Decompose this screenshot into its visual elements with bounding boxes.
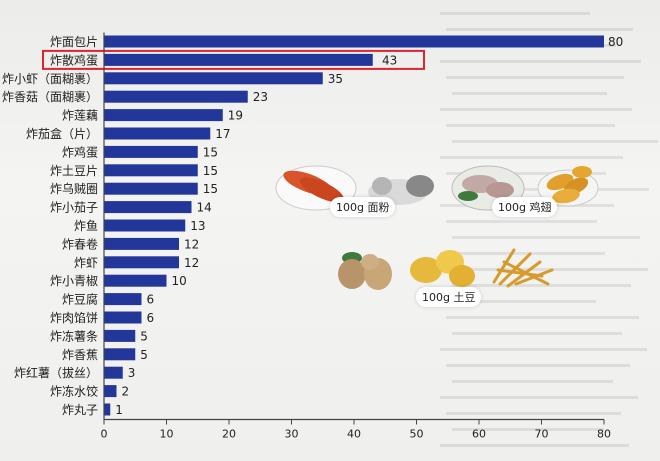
x-tick-label: 80 xyxy=(597,428,611,441)
category-label: 炸虾 xyxy=(74,256,98,270)
category-label: 炸肉馅饼 xyxy=(50,310,98,325)
flour-label: 100g 面粉 xyxy=(330,197,396,217)
highlight-box xyxy=(42,49,425,70)
x-tick-label: 40 xyxy=(347,428,361,441)
value-label: 19 xyxy=(228,109,243,123)
category-label: 炸莲藕 xyxy=(62,109,98,123)
x-tick-label: 50 xyxy=(410,428,424,441)
bar xyxy=(104,237,179,250)
value-label: 15 xyxy=(203,182,218,196)
bar xyxy=(104,53,373,66)
bar xyxy=(104,348,136,361)
category-label: 炸丸子 xyxy=(62,403,98,417)
category-label: 炸茄盒（片） xyxy=(26,126,98,141)
value-label: 12 xyxy=(184,237,199,251)
value-label: 3 xyxy=(128,366,136,380)
chicken-label: 100g 鸡翅 xyxy=(492,197,558,217)
bar xyxy=(104,164,198,177)
category-label: 炸面包片 xyxy=(50,35,98,49)
category-label: 炸香蕉 xyxy=(62,348,98,362)
value-label: 5 xyxy=(140,329,148,343)
category-label: 炸春卷 xyxy=(62,236,98,251)
category-label: 炸散鸡蛋 xyxy=(50,52,98,67)
bar xyxy=(104,201,192,214)
bar xyxy=(104,311,142,324)
bar xyxy=(104,366,123,379)
x-tick-label: 20 xyxy=(222,428,236,441)
category-label: 炸豆腐 xyxy=(62,292,98,307)
category-label: 炸鸡蛋 xyxy=(62,144,98,159)
bar xyxy=(104,256,179,269)
value-label: 1 xyxy=(115,403,123,417)
category-label: 炸红薯（拔丝） xyxy=(14,365,98,380)
value-label: 15 xyxy=(203,164,218,178)
bar xyxy=(104,385,117,398)
bar xyxy=(104,182,198,195)
value-label: 14 xyxy=(197,201,212,215)
bar xyxy=(104,72,323,85)
bar xyxy=(104,90,248,103)
category-label: 炸冻水饺 xyxy=(50,384,98,399)
bar xyxy=(104,274,167,287)
category-label: 炸冻薯条 xyxy=(50,328,98,343)
category-label: 炸小青椒 xyxy=(50,274,98,288)
value-label: 35 xyxy=(328,72,343,86)
category-label: 炸乌贼圈 xyxy=(50,181,98,196)
category-label: 炸小虾（面糊裹） xyxy=(2,71,98,86)
bar xyxy=(104,109,223,122)
value-label: 15 xyxy=(203,145,218,159)
x-tick-label: 70 xyxy=(535,428,549,441)
x-tick-label: 10 xyxy=(160,428,174,441)
x-tick-label: 0 xyxy=(101,428,108,441)
x-tick-label: 30 xyxy=(285,428,299,441)
bar xyxy=(104,35,604,48)
value-label: 17 xyxy=(215,127,230,141)
value-label: 5 xyxy=(140,348,148,362)
value-label: 12 xyxy=(184,256,199,270)
category-label: 炸鱼 xyxy=(74,219,98,233)
value-label: 43 xyxy=(382,53,397,67)
bar xyxy=(104,219,186,232)
value-label: 13 xyxy=(190,219,205,233)
value-label: 6 xyxy=(147,293,155,307)
value-label: 6 xyxy=(147,311,155,325)
value-label: 10 xyxy=(172,274,187,288)
category-label: 炸小茄子 xyxy=(50,201,98,215)
category-label: 炸土豆片 xyxy=(50,164,98,178)
bar xyxy=(104,403,111,416)
potato-label: 100g 土豆 xyxy=(416,287,482,307)
value-label: 23 xyxy=(253,90,268,104)
bar xyxy=(104,127,211,140)
bar xyxy=(104,145,198,158)
bar xyxy=(104,329,136,342)
value-label: 80 xyxy=(608,35,623,49)
category-label: 炸香菇（面糊裹） xyxy=(2,89,98,104)
x-tick-label: 60 xyxy=(472,428,486,441)
value-label: 2 xyxy=(122,385,130,399)
bar xyxy=(104,293,142,306)
